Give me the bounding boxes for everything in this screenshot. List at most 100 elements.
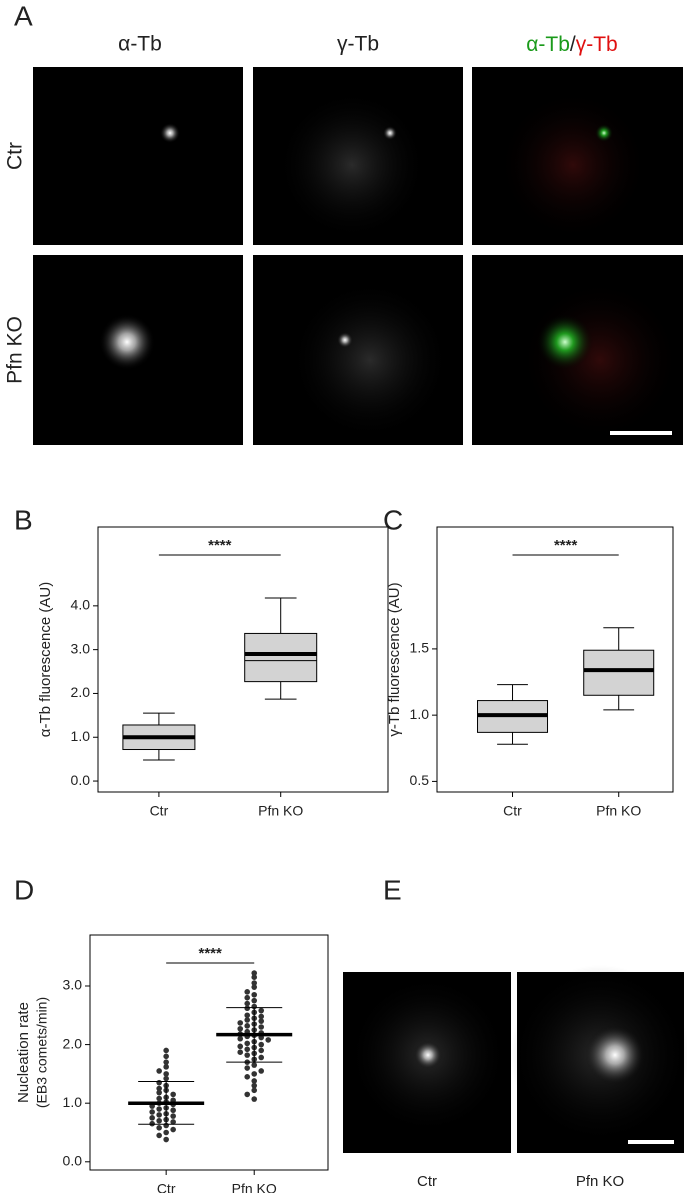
signal [337, 332, 353, 348]
title-part: γ-Tb [576, 33, 618, 56]
panel-label: E [383, 874, 402, 905]
panel-label: A [14, 0, 33, 31]
y-tick-label: 4.0 [71, 597, 91, 613]
data-point [244, 1046, 251, 1053]
row-title: Pfn KO [4, 316, 27, 384]
data-point [170, 1091, 176, 1098]
data-point [258, 1054, 265, 1061]
data-point [265, 1037, 272, 1043]
data-point [237, 1025, 244, 1032]
data-point [258, 1024, 265, 1030]
y-tick-label: 1.0 [63, 1094, 83, 1110]
data-point [163, 1053, 169, 1060]
column-title: α-Tb [118, 33, 162, 56]
y-tick-label: 2.0 [71, 684, 91, 700]
data-point [156, 1089, 162, 1096]
data-point [237, 1043, 244, 1050]
data-point [244, 1052, 251, 1058]
plot-frame [436, 526, 674, 793]
y-tick-label: 0.0 [63, 1152, 83, 1168]
signal [595, 124, 613, 142]
data-point [258, 1007, 265, 1014]
data-point [251, 1078, 258, 1084]
data-point [156, 1079, 162, 1086]
data-point [156, 1068, 162, 1074]
data-point [244, 1005, 251, 1012]
data-point [149, 1115, 155, 1121]
data-point [251, 997, 258, 1004]
significance-label: **** [554, 537, 578, 554]
x-tick-label: Pfn KO [596, 803, 641, 819]
data-point [251, 974, 258, 980]
data-point [251, 1087, 258, 1094]
micrograph [33, 67, 243, 245]
data-point [163, 1064, 169, 1070]
data-point [244, 1023, 251, 1029]
significance-label: **** [199, 945, 223, 962]
panel-label: D [14, 874, 34, 905]
data-point [156, 1117, 162, 1124]
data-point [251, 1096, 258, 1102]
data-point [244, 1040, 251, 1047]
micrographs [33, 67, 687, 1153]
signal [277, 90, 427, 240]
signal [537, 314, 593, 370]
x-tick-label: Ctr [503, 803, 522, 819]
data-point [251, 1082, 258, 1089]
data-point [244, 994, 251, 1001]
signal [99, 314, 155, 370]
signal [498, 90, 648, 240]
significance-label: **** [208, 537, 232, 554]
image-label: Ctr [417, 1173, 437, 1190]
y-axis-label: γ-Tb fluorescence (AU) [386, 582, 403, 736]
scale-bar [610, 431, 672, 435]
title-part: / [570, 33, 576, 56]
data-point [156, 1106, 162, 1112]
y-axis-label: α-Tb fluorescence (AU) [37, 582, 54, 737]
data-point [149, 1109, 155, 1115]
data-point [163, 1059, 169, 1065]
data-point [244, 1074, 251, 1080]
signal [585, 1025, 645, 1085]
column-title: γ-Tb [337, 33, 379, 56]
plot-frame [97, 526, 389, 793]
data-point [258, 1041, 265, 1048]
data-point [237, 1020, 244, 1026]
x-tick-label: Ctr [157, 1181, 176, 1193]
x-tick-label: Ctr [150, 803, 169, 819]
data-point [156, 1085, 162, 1092]
data-point [244, 1091, 251, 1098]
signal [414, 1041, 442, 1069]
data-point [244, 1065, 251, 1071]
data-point [258, 1018, 265, 1024]
y-tick-label: 1.5 [410, 640, 430, 656]
data-point [156, 1095, 162, 1102]
signal [383, 126, 397, 140]
y-tick-label: 0.0 [71, 772, 91, 788]
y-axis-label: Nucleation rate [15, 1002, 32, 1103]
plot-frame [89, 934, 329, 1171]
data-point [170, 1119, 176, 1125]
data-point [237, 1049, 244, 1056]
y-tick-label: 1.0 [410, 706, 430, 722]
panel-label: C [383, 504, 403, 535]
data-point [251, 980, 258, 986]
data-point [156, 1125, 162, 1131]
y-axis-label: (EB3 comets/min) [34, 997, 50, 1108]
data-point [163, 1047, 169, 1054]
data-point [163, 1071, 169, 1077]
data-point [251, 1071, 258, 1077]
scale-bar [628, 1140, 674, 1144]
y-tick-label: 3.0 [63, 977, 83, 993]
column-title: α-Tb/γ-Tb [526, 33, 617, 56]
data-point [258, 1068, 265, 1074]
data-point [251, 984, 258, 990]
box [583, 649, 655, 696]
y-tick-label: 3.0 [71, 640, 91, 656]
data-point [163, 1075, 169, 1082]
data-point [170, 1113, 176, 1119]
data-point [244, 989, 251, 995]
data-point [251, 1062, 258, 1068]
data-point [251, 991, 258, 998]
